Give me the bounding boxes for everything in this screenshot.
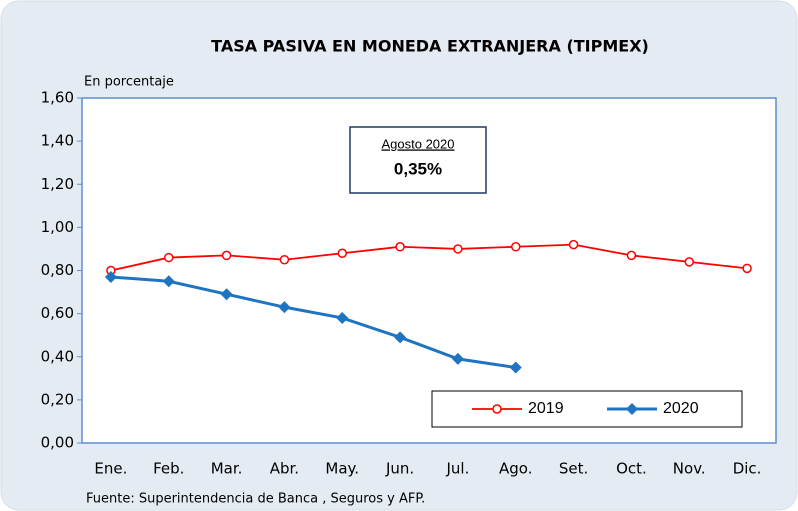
point <box>492 404 502 414</box>
series-line <box>110 243 748 272</box>
x-tick-label: Ago. <box>499 460 532 478</box>
y-tick-label: 0,00 <box>41 434 74 452</box>
x-tick-label: Dic. <box>733 460 762 478</box>
point <box>164 252 174 263</box>
y-tick-label: 0,80 <box>41 261 74 279</box>
point <box>742 263 752 274</box>
y-tick-label: 1,00 <box>41 218 74 236</box>
point <box>451 352 464 365</box>
x-tick-label: Feb. <box>153 460 184 478</box>
series-line <box>110 275 516 370</box>
y-tick-label: 0,20 <box>41 390 74 408</box>
x-tick-label: Jun. <box>385 460 414 478</box>
point <box>394 331 407 344</box>
point <box>220 288 233 301</box>
point <box>104 270 117 283</box>
y-tick-label: 1,20 <box>41 175 74 193</box>
y-tick-label: 1,60 <box>41 89 74 107</box>
point <box>511 242 521 252</box>
point <box>337 248 347 258</box>
subtitle: En porcentaje <box>84 75 174 90</box>
point <box>162 275 175 288</box>
point <box>509 361 522 374</box>
point <box>336 311 349 324</box>
legend-label: 2020 <box>663 400 699 417</box>
source: Fuente: Superintendencia de Banca , Segu… <box>86 492 425 507</box>
legend-label: 2019 <box>528 400 564 417</box>
annotation-box <box>349 126 487 194</box>
x-tick-label: May. <box>325 460 359 478</box>
point <box>453 244 463 254</box>
y-tick-label: 0,60 <box>41 304 74 322</box>
point <box>278 301 291 314</box>
annotation-title: Agosto 2020 <box>381 136 454 151</box>
point <box>221 250 232 261</box>
y-tick-label: 0,40 <box>41 347 74 365</box>
point <box>279 254 290 265</box>
chart-title: TASA PASIVA EN MONEDA EXTRANJERA (TIPMEX… <box>211 37 649 56</box>
point <box>684 257 694 267</box>
point <box>395 242 405 252</box>
x-tick-label: Oct. <box>616 460 647 478</box>
x-tick-label: Set. <box>559 460 588 478</box>
annotation-text: 0,35% <box>394 159 442 178</box>
point <box>626 250 637 261</box>
x-tick-label: Jul. <box>445 460 469 478</box>
x-tick-label: Abr. <box>270 460 299 478</box>
point <box>568 239 579 250</box>
y-tick-label: 1,40 <box>41 132 74 150</box>
x-tick-label: Ene. <box>94 460 127 478</box>
x-tick-label: Mar. <box>211 460 243 478</box>
x-tick-label: Nov. <box>673 460 706 478</box>
point <box>626 403 638 415</box>
